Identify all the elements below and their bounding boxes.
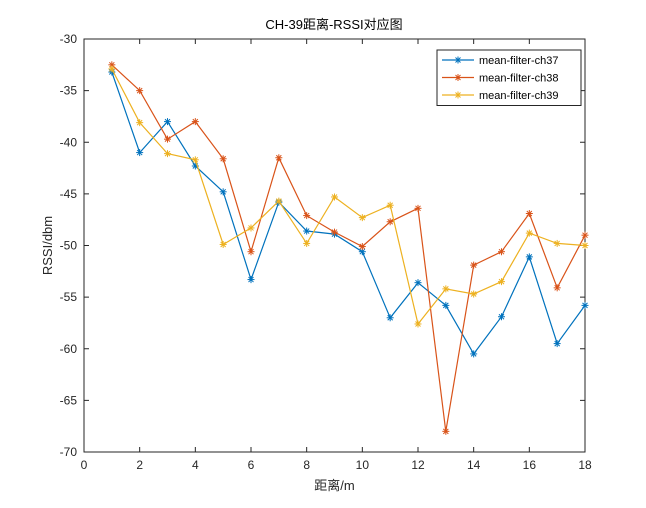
x-tick-label: 10 xyxy=(356,458,370,472)
x-tick-label: 6 xyxy=(248,458,255,472)
data-point xyxy=(442,301,450,309)
data-point xyxy=(331,228,338,236)
data-point xyxy=(525,253,533,261)
x-tick-label: 8 xyxy=(303,458,310,472)
y-tick-label: -65 xyxy=(60,393,78,407)
x-axis-title: 距离/m xyxy=(314,478,354,493)
data-point xyxy=(414,204,422,212)
data-point xyxy=(553,284,561,292)
data-point xyxy=(164,118,171,126)
data-point xyxy=(581,242,589,249)
x-tick-label: 16 xyxy=(523,458,537,472)
x-tick-label: 18 xyxy=(578,458,592,472)
y-axis-title: RSSI/dbm xyxy=(40,216,55,275)
y-tick-label: -35 xyxy=(60,84,78,98)
data-point xyxy=(581,301,589,309)
data-point xyxy=(247,248,255,256)
data-point xyxy=(331,193,338,201)
data-point xyxy=(219,188,227,196)
data-point xyxy=(442,285,450,293)
legend-label: mean-filter-ch37 xyxy=(479,55,558,67)
data-point xyxy=(442,427,450,435)
series-mean-filter-ch39 xyxy=(108,65,589,328)
series-mean-filter-ch38 xyxy=(108,61,589,435)
series-line-mean-filter-ch38 xyxy=(111,64,586,432)
legend-entry: mean-filter-ch38 xyxy=(442,73,558,85)
data-point xyxy=(191,118,199,126)
data-point xyxy=(164,135,171,143)
data-point xyxy=(136,119,144,127)
legend-label: mean-filter-ch38 xyxy=(479,73,558,85)
data-point xyxy=(470,290,478,298)
y-tick-label: -30 xyxy=(60,32,78,46)
y-tick-label: -40 xyxy=(60,135,78,149)
data-point xyxy=(136,149,144,157)
axis-ticks: 0 2 4 6 8 10 12 14 16 18 -70 -65 -60 -55 -50 -45 -40 -35 -… xyxy=(60,32,592,472)
legend-marker xyxy=(454,56,462,64)
y-tick-label: -55 xyxy=(60,290,78,304)
data-point xyxy=(303,239,311,247)
series-layer xyxy=(108,61,589,435)
data-point xyxy=(247,276,255,284)
data-point xyxy=(108,65,116,73)
y-tick-label: -45 xyxy=(60,187,78,201)
chart-title: CH-39距离-RSSI对应图 xyxy=(265,17,402,32)
data-point xyxy=(358,243,366,251)
data-point xyxy=(275,154,283,162)
data-point xyxy=(498,248,505,256)
data-point xyxy=(581,231,589,239)
legend: mean-filter-ch37 mean-filter-ch38 mean-fil… xyxy=(436,49,582,106)
series-line-mean-filter-ch39 xyxy=(111,68,586,326)
data-point xyxy=(470,350,478,358)
data-point xyxy=(275,197,283,205)
legend-marker xyxy=(454,91,462,99)
data-point xyxy=(498,313,505,321)
data-point xyxy=(386,201,394,209)
data-point xyxy=(553,239,561,247)
data-point xyxy=(191,156,199,164)
y-tick-label: -60 xyxy=(60,342,78,356)
x-tick-label: 0 xyxy=(81,458,88,472)
x-tick-label: 2 xyxy=(136,458,143,472)
data-point xyxy=(470,261,478,269)
data-point xyxy=(553,340,561,348)
data-point xyxy=(303,227,311,235)
data-point xyxy=(136,87,144,95)
data-point xyxy=(414,279,422,287)
data-point xyxy=(358,214,366,222)
data-point xyxy=(498,278,505,286)
legend-marker xyxy=(454,74,462,81)
plot-area xyxy=(83,38,586,453)
data-point xyxy=(219,155,227,163)
data-point xyxy=(303,212,311,220)
y-tick-label: -50 xyxy=(60,239,78,253)
data-point xyxy=(525,229,533,237)
data-point xyxy=(219,240,227,248)
x-tick-label: 14 xyxy=(467,458,481,472)
data-point xyxy=(525,209,533,217)
data-point xyxy=(386,314,394,322)
series-mean-filter-ch37 xyxy=(108,68,589,358)
y-tick-label: -70 xyxy=(60,445,78,459)
data-point xyxy=(164,150,171,158)
legend-entry: mean-filter-ch39 xyxy=(442,90,558,102)
data-point xyxy=(414,320,422,328)
legend-entry: mean-filter-ch37 xyxy=(442,55,558,67)
x-tick-label: 4 xyxy=(192,458,199,472)
data-point xyxy=(247,224,255,232)
legend-label: mean-filter-ch39 xyxy=(479,90,558,102)
x-tick-label: 12 xyxy=(411,458,425,472)
data-point xyxy=(386,218,394,226)
